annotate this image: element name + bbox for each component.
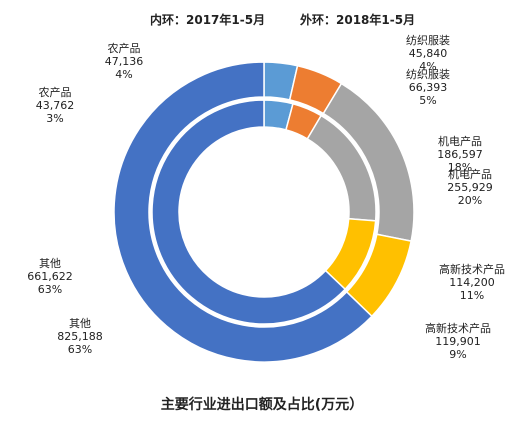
inner-label-other: 其他 661,622 63% <box>27 257 73 296</box>
outer-slice-other <box>113 61 373 363</box>
outer-label-other: 其他 825,188 63% <box>57 317 103 356</box>
outer-label-electromech: 机电产品 255,929 20% <box>447 167 493 207</box>
outer-label-textile: 纺织服装 66,393 5% <box>406 67 450 107</box>
inner-slice-other <box>151 99 347 325</box>
inner-label-electromech: 机电产品 186,597 18% <box>437 134 483 174</box>
inner-ring-caption: 内环：2017年1-5月 <box>150 13 266 27</box>
chart-title: 主要行业进出口额及占比(万元） <box>160 397 364 413</box>
inner-label-textile: 纺织服装 45,840 4% <box>406 33 450 73</box>
inner-label-hightech: 高新技术产品 114,200 11% <box>439 262 505 302</box>
outer-ring-caption: 外环：2018年1-5月 <box>300 13 416 27</box>
outer-label-agri: 农产品 47,136 4% <box>105 41 144 81</box>
inner-label-agri: 农产品 43,762 3% <box>36 85 75 125</box>
outer-label-hightech: 高新技术产品 119,901 9% <box>425 321 491 361</box>
